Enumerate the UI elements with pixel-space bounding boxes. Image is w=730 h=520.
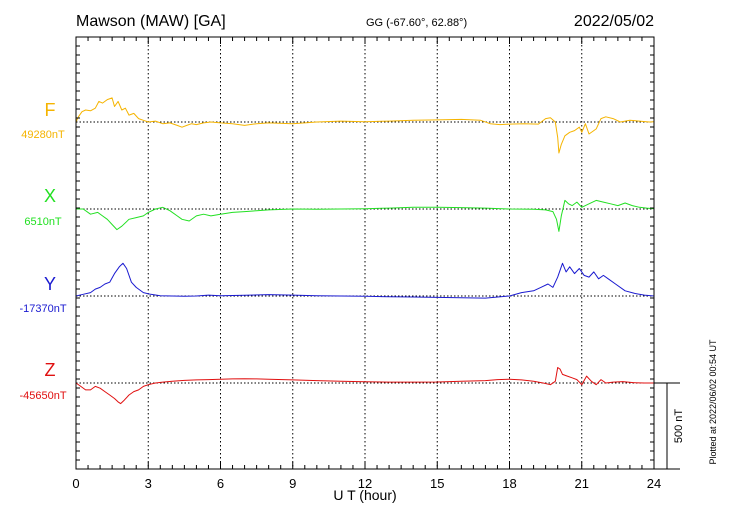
trace-x (76, 199, 655, 232)
x-tick-label: 0 (72, 476, 79, 491)
x-tick-label: 18 (502, 476, 516, 491)
vertical-grid (147, 37, 583, 469)
x-tick-label: 12 (358, 476, 372, 491)
series-baseline-z: -45650nT (19, 390, 66, 402)
trace-z (75, 367, 654, 405)
series-labels: F 49280nT X 6510nT Y -17370nT Z -45650nT (19, 100, 66, 402)
series-baseline-x: 6510nT (24, 216, 62, 228)
x-axis-label: U T (hour) (333, 487, 396, 503)
station-title: Mawson (MAW) [GA] (76, 13, 226, 30)
series-name-y: Y (44, 274, 56, 294)
x-tick-label: 15 (430, 476, 444, 491)
scale-bar-label: 500 nT (673, 409, 685, 444)
plotted-at-note: Plotted at 2022/06/02 00:54 UT (708, 339, 718, 465)
axis-ticks (75, 37, 655, 469)
x-tick-label: 24 (647, 476, 661, 491)
trace-f (75, 97, 655, 154)
series-name-f: F (45, 100, 56, 120)
x-tick-label: 21 (575, 476, 589, 491)
scale-bar: 500 nT (654, 382, 685, 470)
station-coords: GG (-67.60°, 62.88°) (366, 17, 467, 29)
x-tick-label: 3 (145, 476, 152, 491)
x-tick-label: 6 (217, 476, 224, 491)
trace-y (75, 262, 655, 299)
series-name-z: Z (45, 360, 56, 380)
x-tick-label: 9 (289, 476, 296, 491)
plot-date: 2022/05/02 (574, 13, 654, 30)
series-baseline-y: -17370nT (19, 303, 66, 315)
series-name-x: X (44, 186, 56, 206)
x-tick-labels: 0 3 6 9 12 15 18 21 24 (72, 476, 661, 491)
series-baseline-f: 49280nT (21, 129, 65, 141)
series-traces (75, 97, 655, 405)
